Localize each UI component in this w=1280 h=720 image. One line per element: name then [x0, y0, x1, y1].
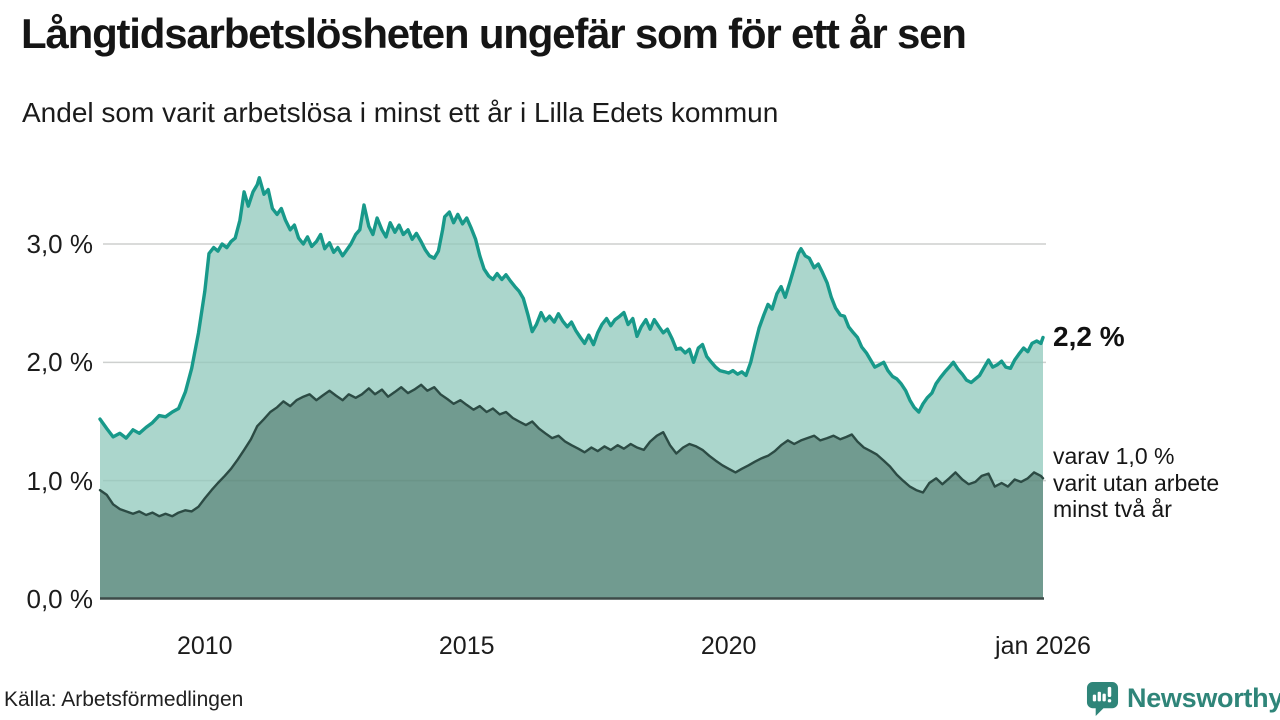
- area-unemployed-one-year: [100, 177, 1043, 517]
- line-unemployed-one-year: [98, 175, 1045, 440]
- newsworthy-logo: Newsworthy: [1086, 681, 1280, 716]
- y-axis-label: 3,0 %: [26, 229, 94, 259]
- x-axis-label: 2020: [700, 632, 757, 660]
- line-unemployed-two-years: [98, 383, 1045, 518]
- two-year-annotation-line2: varit utan arbete: [1053, 469, 1220, 496]
- x-axis-label: 2010: [176, 632, 233, 660]
- y-axis-label: 1,0 %: [26, 465, 94, 496]
- x-axis-label: jan 2026: [995, 632, 1091, 660]
- y-axis-label: 2,0 %: [26, 347, 94, 378]
- y-axis-label: 0,0 %: [26, 584, 94, 614]
- two-year-annotation-line3: minst två år: [1053, 496, 1172, 522]
- latest-total-value-label: 2,2 %: [1053, 321, 1125, 352]
- newsworthy-wordmark: Newsworthy: [1127, 683, 1280, 713]
- two-year-annotation: varav 1,0 % varit utan arbete minst två …: [1053, 443, 1219, 523]
- source-caption: Källa: Arbetsförmedlingen: [4, 688, 244, 711]
- chart-subtitle: Andel som varit arbetslösa i minst ett å…: [22, 97, 779, 128]
- x-axis-label: 2015: [438, 632, 495, 660]
- two-year-annotation-line1: varav 1,0 %: [1053, 443, 1175, 469]
- newsworthy-bubble-chart-icon: [1086, 682, 1119, 716]
- page-title: Långtidsarbetslösheten ungefär som för e…: [21, 10, 967, 57]
